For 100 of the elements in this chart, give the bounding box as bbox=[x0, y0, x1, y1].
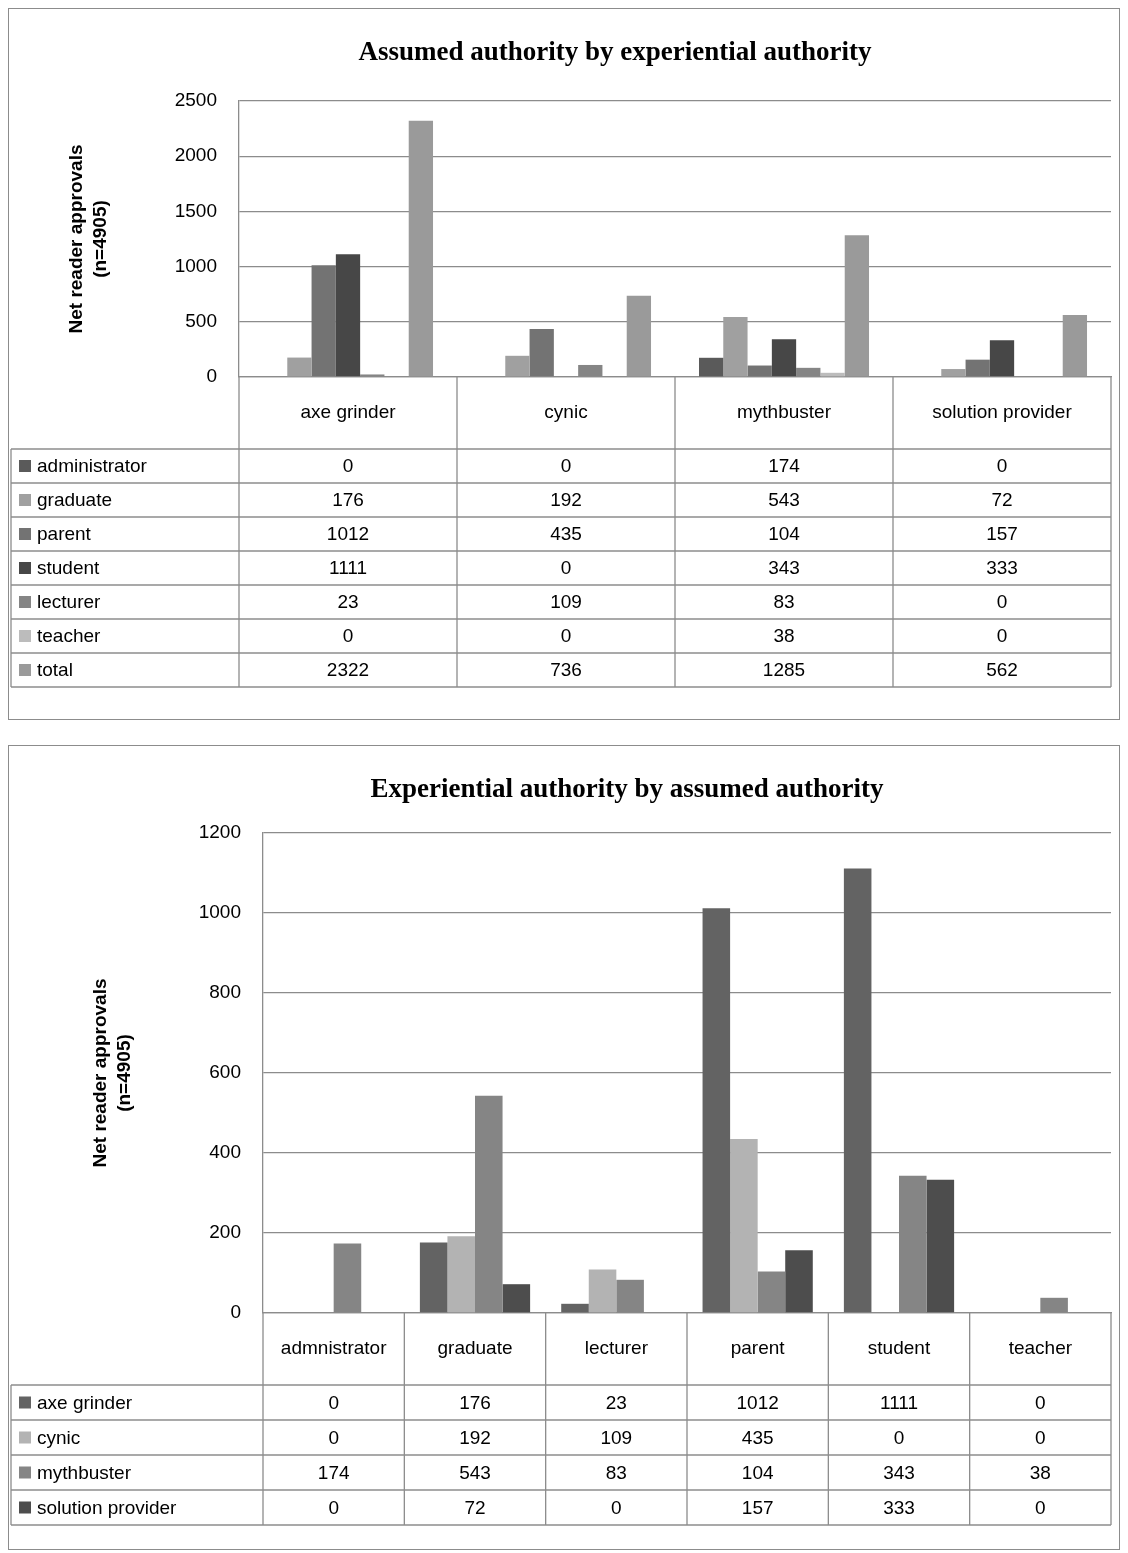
data-label: 343 bbox=[768, 557, 800, 579]
y-tick-label: 0 bbox=[206, 365, 217, 387]
bar bbox=[311, 265, 336, 377]
legend-label: cynic bbox=[37, 1426, 81, 1448]
x-tick-label: solution provider bbox=[932, 401, 1073, 423]
x-tick-label: lecturer bbox=[584, 1337, 649, 1359]
data-label: 104 bbox=[741, 1461, 774, 1483]
data-label: 104 bbox=[768, 523, 801, 545]
y-tick-label: 1000 bbox=[174, 254, 217, 276]
bar bbox=[502, 1284, 531, 1313]
data-label: 109 bbox=[550, 591, 582, 613]
data-label: 435 bbox=[741, 1426, 774, 1448]
bar bbox=[730, 1139, 758, 1313]
data-label: 0 bbox=[611, 1496, 622, 1518]
bar bbox=[529, 328, 554, 377]
data-label: 0 bbox=[996, 625, 1008, 647]
data-label: 23 bbox=[337, 591, 359, 613]
bar bbox=[419, 1242, 448, 1313]
x-tick-label: teacher bbox=[1008, 1337, 1073, 1359]
data-label: 176 bbox=[459, 1391, 491, 1413]
data-label: 2322 bbox=[326, 659, 370, 681]
x-tick-label: cynic bbox=[544, 401, 588, 423]
bar bbox=[335, 254, 361, 377]
bar bbox=[626, 295, 652, 377]
data-label: 0 bbox=[1035, 1391, 1046, 1413]
chart-title: Assumed authority by experiential authority bbox=[358, 35, 872, 66]
bar bbox=[1062, 314, 1088, 377]
data-label: 0 bbox=[996, 591, 1008, 613]
bar bbox=[447, 1236, 475, 1313]
data-label: 0 bbox=[560, 455, 572, 477]
data-label: 1012 bbox=[736, 1391, 779, 1413]
bar bbox=[785, 1250, 813, 1313]
y-tick-label: 800 bbox=[209, 981, 241, 1003]
data-label: 0 bbox=[328, 1426, 339, 1448]
y-tick-label: 0 bbox=[230, 1301, 241, 1323]
bar bbox=[843, 868, 872, 1313]
y-axis-title: Net reader approvals (n=4905) bbox=[89, 978, 135, 1168]
data-label: 0 bbox=[560, 557, 572, 579]
data-label: 333 bbox=[883, 1496, 915, 1518]
bar bbox=[965, 359, 990, 377]
data-label: 333 bbox=[986, 557, 1018, 579]
data-label: 83 bbox=[773, 591, 795, 613]
data-label: 0 bbox=[342, 625, 354, 647]
bar bbox=[561, 1303, 589, 1313]
bar bbox=[989, 340, 1015, 377]
y-axis-title: Net reader approvals (n=4905) bbox=[65, 144, 111, 334]
y-tick-label: 2500 bbox=[174, 89, 217, 111]
data-label: 0 bbox=[328, 1391, 339, 1413]
data-label: 1012 bbox=[326, 523, 370, 545]
y-tick-label: 1500 bbox=[174, 199, 217, 221]
y-tick-label: 1200 bbox=[198, 821, 241, 843]
data-label: 174 bbox=[317, 1461, 350, 1483]
data-label: 192 bbox=[550, 489, 582, 511]
data-label: 0 bbox=[893, 1426, 905, 1448]
legend-label: solution provider bbox=[37, 1496, 178, 1518]
legend-label: lecturer bbox=[37, 591, 102, 613]
y-tick-label: 1000 bbox=[198, 901, 241, 923]
x-tick-label: axe grinder bbox=[300, 401, 397, 423]
x-tick-label: admnistrator bbox=[280, 1337, 388, 1359]
bar bbox=[723, 317, 748, 377]
bar bbox=[747, 365, 772, 377]
y-tick-label: 600 bbox=[209, 1061, 241, 1083]
data-label: 543 bbox=[768, 489, 800, 511]
x-tick-label: student bbox=[867, 1337, 931, 1359]
data-label: 72 bbox=[991, 489, 1013, 511]
data-label: 109 bbox=[600, 1426, 633, 1448]
bar bbox=[408, 120, 434, 377]
data-label: 543 bbox=[459, 1461, 491, 1483]
data-label: 0 bbox=[1035, 1426, 1046, 1448]
legend-label: mythbuster bbox=[37, 1461, 132, 1483]
legend-label: student bbox=[37, 557, 101, 579]
legend-label: axe grinder bbox=[37, 1391, 133, 1413]
data-label: 736 bbox=[550, 659, 582, 681]
data-label: 176 bbox=[332, 489, 364, 511]
data-label: 0 bbox=[342, 455, 354, 477]
bar bbox=[771, 339, 797, 377]
data-label: 1111 bbox=[879, 1391, 919, 1413]
data-label: 0 bbox=[996, 455, 1008, 477]
data-label: 23 bbox=[605, 1391, 627, 1413]
data-label: 192 bbox=[459, 1426, 491, 1448]
chart-title: Experiential authority by assumed authority bbox=[370, 772, 885, 803]
data-label: 435 bbox=[550, 523, 582, 545]
bar bbox=[287, 357, 312, 377]
data-label: 343 bbox=[883, 1461, 915, 1483]
data-label: 562 bbox=[986, 659, 1018, 681]
data-label: 157 bbox=[741, 1496, 774, 1518]
bar bbox=[702, 908, 731, 1313]
data-label: 0 bbox=[560, 625, 572, 647]
data-label: 1111 bbox=[328, 557, 368, 579]
data-label: 0 bbox=[328, 1496, 339, 1518]
data-label: 38 bbox=[1029, 1461, 1051, 1483]
x-tick-label: mythbuster bbox=[737, 401, 832, 423]
x-tick-label: graduate bbox=[437, 1337, 513, 1359]
x-tick-label: parent bbox=[730, 1337, 786, 1359]
data-label: 83 bbox=[605, 1461, 627, 1483]
y-tick-label: 2000 bbox=[174, 144, 217, 166]
legend-label: administrator bbox=[37, 455, 148, 477]
legend-label: teacher bbox=[37, 625, 102, 647]
bar bbox=[926, 1179, 955, 1313]
y-tick-label: 400 bbox=[209, 1141, 241, 1163]
